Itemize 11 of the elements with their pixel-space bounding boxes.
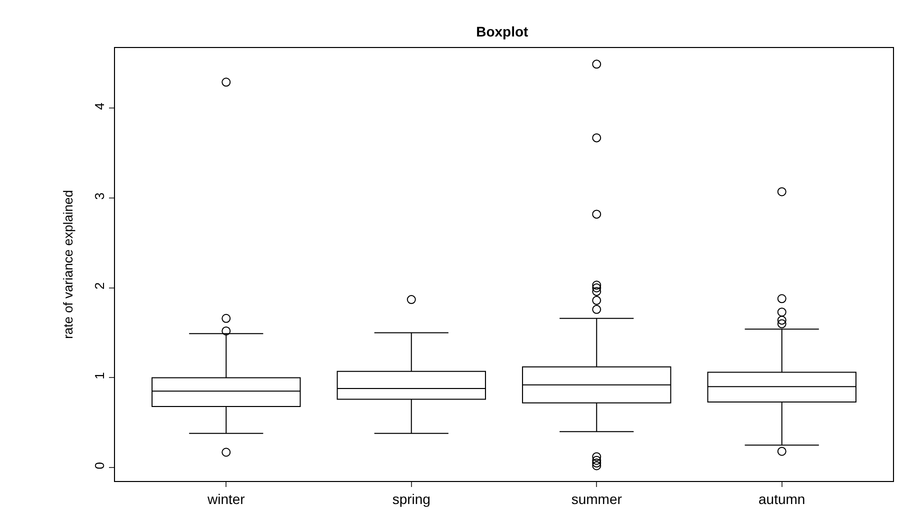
y-tick-label: 1: [92, 372, 107, 380]
y-tick-label: 4: [92, 102, 107, 110]
x-tick-label: winter: [206, 490, 246, 507]
x-tick-label: autumn: [758, 490, 806, 507]
y-tick-label: 2: [92, 282, 107, 290]
y-tick-label: 0: [92, 462, 107, 470]
x-tick-label: summer: [571, 490, 622, 507]
y-tick-label: 3: [92, 192, 107, 200]
x-tick-label: spring: [392, 490, 430, 507]
chart-title: Boxplot: [476, 23, 529, 40]
y-axis-title: rate of variance explained: [60, 190, 76, 339]
